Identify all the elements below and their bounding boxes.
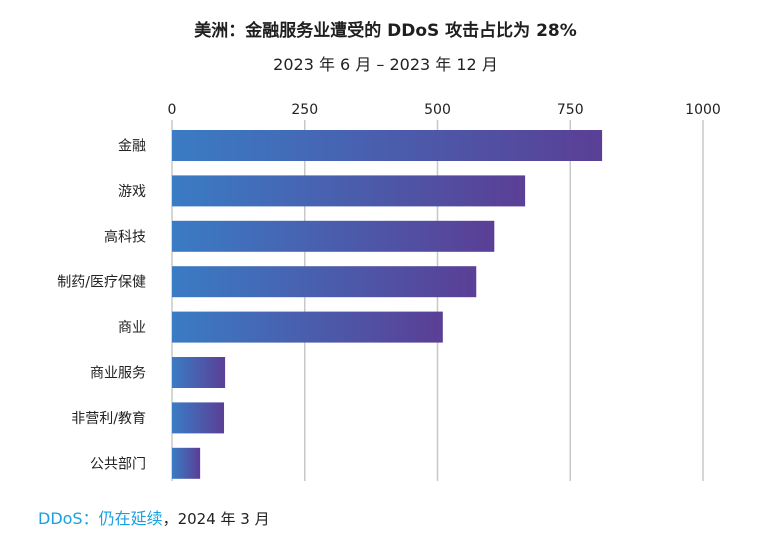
bar: [172, 266, 477, 298]
category-label: 商业: [118, 320, 146, 336]
category-label: 游戏: [118, 184, 146, 200]
category-label: 高科技: [104, 228, 146, 245]
category-label: 金融: [118, 139, 146, 155]
bar: [172, 130, 603, 161]
bar: [172, 402, 225, 434]
footer-date: ，2024 年 3 月: [162, 510, 270, 528]
x-tick-label: 500: [424, 102, 451, 118]
bar: [172, 357, 226, 388]
footer-source: DDoS：仍在延续，2024 年 3 月: [38, 505, 270, 529]
bar: [172, 447, 201, 479]
footer-brand: DDoS：仍在延续: [38, 509, 163, 528]
x-tick-label: 1000: [685, 102, 721, 118]
bar: [172, 220, 495, 252]
x-tick-label: 250: [291, 102, 318, 118]
category-label: 非营利/教育: [71, 411, 146, 427]
bar: [172, 311, 443, 343]
chart-title: 美洲：金融服务业遭受的 DDoS 攻击占比为 28%: [194, 21, 577, 41]
x-tick-label: 750: [557, 102, 584, 118]
category-label: 制药/医疗保健: [57, 275, 146, 291]
chart-subtitle: 2023 年 6 月 – 2023 年 12 月: [273, 55, 498, 74]
category-label: 公共部门: [90, 456, 146, 472]
category-label: 商业服务: [90, 366, 146, 382]
x-tick-label: 0: [168, 102, 177, 118]
bar: [172, 175, 526, 207]
